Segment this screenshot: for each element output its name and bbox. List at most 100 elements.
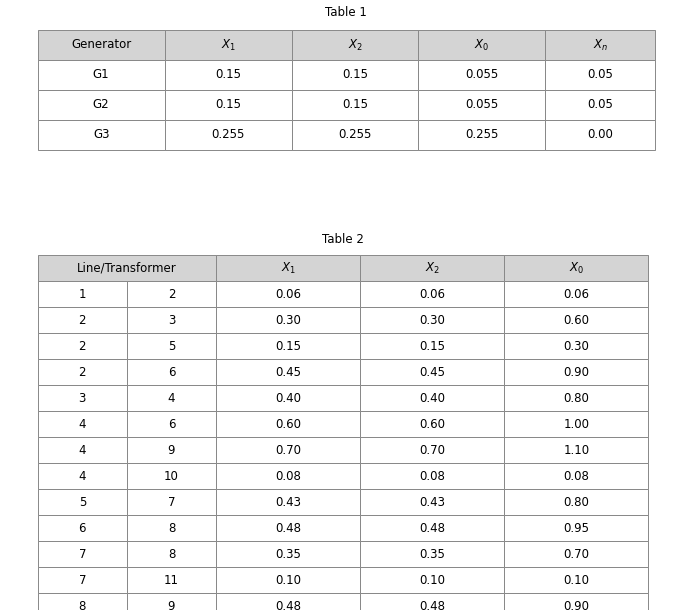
Text: 0.15: 0.15 <box>419 340 445 353</box>
Text: 7: 7 <box>79 548 86 561</box>
Text: 8: 8 <box>79 600 86 610</box>
Bar <box>38 593 127 610</box>
Text: 6: 6 <box>79 522 86 534</box>
Text: 0.43: 0.43 <box>419 495 445 509</box>
Text: 0.06: 0.06 <box>563 287 589 301</box>
Text: 0.06: 0.06 <box>419 287 445 301</box>
Text: 9: 9 <box>168 600 175 610</box>
Text: 0.48: 0.48 <box>419 600 445 610</box>
Bar <box>38 307 127 333</box>
Text: 0.48: 0.48 <box>275 600 301 610</box>
Text: 11: 11 <box>164 573 179 586</box>
Text: G2: G2 <box>93 98 110 112</box>
Text: 0.255: 0.255 <box>338 129 372 142</box>
Bar <box>165 90 292 120</box>
Bar <box>360 255 504 281</box>
Bar <box>127 385 216 411</box>
Text: $X_2$: $X_2$ <box>425 260 440 276</box>
Bar <box>216 515 360 541</box>
Bar <box>38 90 165 120</box>
Text: 0.90: 0.90 <box>563 600 589 610</box>
Bar <box>504 463 648 489</box>
Bar <box>360 593 504 610</box>
Bar <box>38 463 127 489</box>
Text: 0.30: 0.30 <box>275 314 301 326</box>
Bar <box>360 333 504 359</box>
Text: 0.70: 0.70 <box>419 443 445 456</box>
Bar <box>38 281 127 307</box>
Text: 5: 5 <box>168 340 175 353</box>
Bar <box>127 307 216 333</box>
Bar <box>38 385 127 411</box>
Text: 0.95: 0.95 <box>563 522 589 534</box>
Text: $X_1$: $X_1$ <box>221 37 235 52</box>
Bar <box>38 60 165 90</box>
Bar <box>360 385 504 411</box>
Text: $X_0$: $X_0$ <box>569 260 584 276</box>
Bar <box>38 567 127 593</box>
Text: 0.80: 0.80 <box>563 495 589 509</box>
Bar <box>127 463 216 489</box>
Text: 4: 4 <box>168 392 175 404</box>
Bar <box>292 90 418 120</box>
Bar <box>216 567 360 593</box>
Text: 0.255: 0.255 <box>211 129 245 142</box>
Text: 0.35: 0.35 <box>419 548 445 561</box>
Bar <box>292 120 418 150</box>
Text: Line/Transformer: Line/Transformer <box>77 262 177 274</box>
Bar <box>504 593 648 610</box>
Text: 2: 2 <box>79 314 86 326</box>
Bar <box>504 281 648 307</box>
Bar <box>216 411 360 437</box>
Bar <box>216 541 360 567</box>
Text: 2: 2 <box>79 365 86 378</box>
Bar <box>127 411 216 437</box>
Text: 0.60: 0.60 <box>275 417 301 431</box>
Bar <box>418 120 545 150</box>
Text: Generator: Generator <box>71 38 131 51</box>
Text: Table 1: Table 1 <box>325 5 368 18</box>
Bar <box>504 307 648 333</box>
Text: 0.70: 0.70 <box>563 548 589 561</box>
Bar <box>38 333 127 359</box>
Bar <box>545 60 655 90</box>
Bar <box>360 541 504 567</box>
Text: 2: 2 <box>79 340 86 353</box>
Bar <box>38 255 216 281</box>
Bar <box>545 30 655 60</box>
Text: 6: 6 <box>168 365 175 378</box>
Text: 0.15: 0.15 <box>342 68 368 82</box>
Text: 3: 3 <box>79 392 86 404</box>
Bar <box>127 281 216 307</box>
Text: 8: 8 <box>168 548 175 561</box>
Bar <box>360 515 504 541</box>
Text: 0.05: 0.05 <box>587 68 613 82</box>
Text: $X_0$: $X_0$ <box>474 37 490 52</box>
Bar <box>38 489 127 515</box>
Bar <box>360 359 504 385</box>
Bar <box>504 515 648 541</box>
Text: 0.48: 0.48 <box>419 522 445 534</box>
Bar <box>216 593 360 610</box>
Text: Table 2: Table 2 <box>322 233 364 246</box>
Text: $X_1$: $X_1$ <box>281 260 296 276</box>
Bar <box>504 411 648 437</box>
Text: 0.255: 0.255 <box>465 129 499 142</box>
Text: 0.15: 0.15 <box>342 98 368 112</box>
Bar <box>292 30 418 60</box>
Bar <box>165 60 292 90</box>
Bar <box>127 593 216 610</box>
Text: 0.15: 0.15 <box>275 340 301 353</box>
Text: 0.60: 0.60 <box>563 314 589 326</box>
Text: G1: G1 <box>93 68 110 82</box>
Text: 0.40: 0.40 <box>275 392 301 404</box>
Bar <box>216 307 360 333</box>
Text: 7: 7 <box>168 495 175 509</box>
Text: 4: 4 <box>79 417 86 431</box>
Text: 0.48: 0.48 <box>275 522 301 534</box>
Bar <box>127 567 216 593</box>
Text: 0.05: 0.05 <box>587 98 613 112</box>
Text: 0.00: 0.00 <box>587 129 613 142</box>
Bar <box>127 489 216 515</box>
Text: 0.40: 0.40 <box>419 392 445 404</box>
